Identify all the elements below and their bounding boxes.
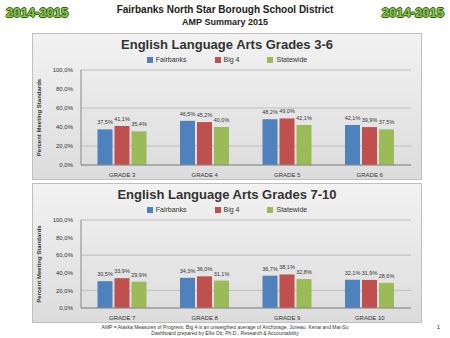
html-text:Big 4: Big 4 [223, 56, 240, 63]
svg-text:80,0%: 80,0% [56, 86, 74, 92]
html-text:AMP = Alaska Measures of Progr: AMP = Alaska Measures of Progress; Big 4… [101, 324, 349, 330]
html-text:AMP Summary 2015: AMP Summary 2015 [182, 17, 268, 27]
svg-text:41,1%: 41,1% [114, 116, 130, 122]
svg-text:45,2%: 45,2% [197, 112, 213, 118]
svg-text:33,9%: 33,9% [114, 268, 130, 274]
html-text:Statewide: Statewide [276, 56, 308, 63]
svg-text:GRADE 5: GRADE 5 [274, 172, 301, 178]
svg-text:35,4%: 35,4% [131, 121, 147, 127]
svg-text:GRADE 7: GRADE 7 [109, 315, 136, 321]
svg-text:32,1%: 32,1% [345, 270, 361, 276]
svg-text:0,0%: 0,0% [59, 162, 73, 168]
html-text:Fairbanks: Fairbanks [155, 206, 187, 213]
svg-text:34,3%: 34,3% [180, 268, 196, 274]
svg-text:0,0%: 0,0% [59, 305, 73, 311]
svg-text:37,5%: 37,5% [97, 119, 113, 125]
svg-text:40,0%: 40,0% [56, 124, 74, 130]
svg-text:28,6%: 28,6% [379, 273, 395, 279]
svg-text:Percent Meeting Standards: Percent Meeting Standards [36, 225, 42, 303]
svg-text:GRADE 6: GRADE 6 [357, 172, 384, 178]
svg-text:46,5%: 46,5% [180, 111, 196, 117]
svg-text:60,0%: 60,0% [56, 252, 74, 258]
svg-text:42,1%: 42,1% [296, 115, 312, 121]
svg-text:GRADE 3: GRADE 3 [109, 172, 136, 178]
svg-text:60,0%: 60,0% [56, 105, 74, 111]
svg-text:39,9%: 39,9% [362, 117, 378, 123]
svg-text:GRADE 10: GRADE 10 [355, 315, 385, 321]
svg-text:40,0%: 40,0% [214, 117, 230, 123]
html-text:1: 1 [436, 324, 440, 330]
svg-text:36,7%: 36,7% [262, 266, 278, 272]
svg-text:29,9%: 29,9% [131, 272, 147, 278]
svg-text:32,8%: 32,8% [296, 269, 312, 275]
svg-text:100,0%: 100,0% [53, 217, 74, 223]
svg-text:48,2%: 48,2% [262, 109, 278, 115]
svg-text:40,0%: 40,0% [56, 270, 74, 276]
svg-text:80,0%: 80,0% [56, 235, 74, 241]
html-text:English Language Arts Grades 3: English Language Arts Grades 3-6 [121, 37, 333, 52]
html-text:2014-2015: 2014-2015 [381, 5, 444, 20]
svg-text:Percent Meeting Standards: Percent Meeting Standards [36, 78, 42, 156]
html-text:Statewide: Statewide [276, 206, 308, 213]
html-text:Fairbanks: Fairbanks [155, 56, 187, 63]
svg-text:38,1%: 38,1% [279, 264, 295, 270]
html-text:Fairbanks North Star Borough S: Fairbanks North Star Borough School Dist… [116, 4, 334, 15]
html-text:2014-2015: 2014-2015 [6, 5, 69, 20]
svg-text:30,5%: 30,5% [97, 271, 113, 277]
svg-text:GRADE 4: GRADE 4 [192, 172, 219, 178]
html-text:Big 4: Big 4 [223, 206, 240, 213]
svg-text:36,0%: 36,0% [197, 266, 213, 272]
html-text:Dashboard prepared by Ellis Ot: Dashboard prepared by Ellis Ott, Ph.D., … [151, 330, 299, 336]
svg-text:31,1%: 31,1% [214, 271, 230, 277]
svg-text:20,0%: 20,0% [56, 143, 74, 149]
svg-text:GRADE 9: GRADE 9 [274, 315, 301, 321]
svg-text:GRADE 8: GRADE 8 [192, 315, 219, 321]
svg-text:100,0%: 100,0% [53, 67, 74, 73]
svg-text:20,0%: 20,0% [56, 288, 74, 294]
svg-text:49,0%: 49,0% [279, 108, 295, 114]
html-text:English Language Arts Grades 7: English Language Arts Grades 7-10 [117, 187, 337, 202]
svg-text:31,9%: 31,9% [362, 270, 378, 276]
svg-text:42,1%: 42,1% [345, 115, 361, 121]
svg-text:37,5%: 37,5% [379, 119, 395, 125]
